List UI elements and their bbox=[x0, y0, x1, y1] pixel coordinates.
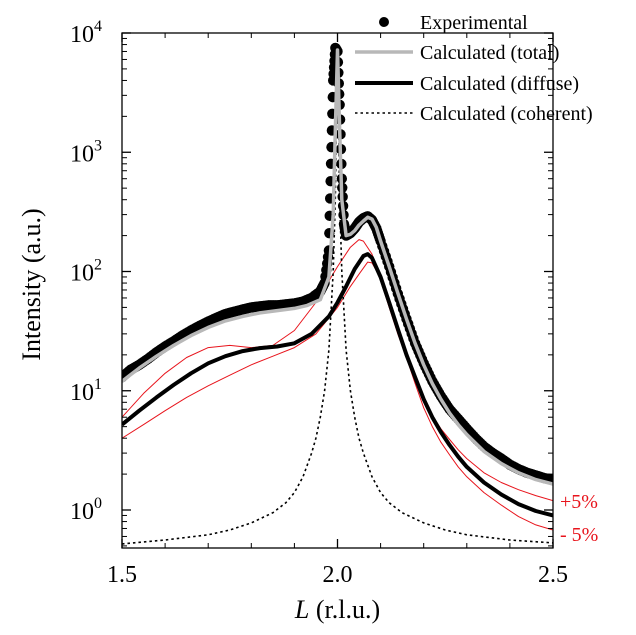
legend: Experimental Calculated (total) Calculated… bbox=[355, 12, 593, 125]
legend-marker-experimental bbox=[379, 17, 389, 27]
legend-label-experimental: Experimental bbox=[420, 12, 528, 34]
y-tick-label: 100 bbox=[70, 495, 102, 525]
x-tick-label: 2.0 bbox=[323, 562, 353, 588]
x-tick-label: 2.5 bbox=[538, 562, 568, 588]
annotation-5: +5% bbox=[560, 491, 598, 513]
series-calculated-diffuse-line bbox=[122, 252, 553, 518]
x-tick-label: 1.5 bbox=[107, 562, 137, 588]
y-tick-label: 102 bbox=[70, 257, 102, 287]
series-5-line bbox=[122, 239, 553, 502]
annotation-5: - 5% bbox=[560, 524, 598, 546]
legend-label-calculated-total: Calculated (total) bbox=[420, 42, 559, 64]
x-axis-label: L (r.l.u.) bbox=[294, 595, 380, 624]
axes-frame: 1.5 2.0 2.5 100 101 102 103 104 L (r.l.u.) Intens… bbox=[17, 18, 568, 624]
series-layer bbox=[122, 42, 553, 545]
y-axis-label: Intensity (a.u.) bbox=[17, 208, 46, 360]
legend-label-calculated-coherent: Calculated (coherent) bbox=[420, 103, 593, 125]
legend-label-calculated-diffuse: Calculated (diffuse) bbox=[420, 73, 579, 95]
y-tick-label: 104 bbox=[70, 18, 102, 48]
series-calculated-total-line bbox=[122, 48, 553, 486]
annotations: +5% - 5% bbox=[560, 491, 598, 546]
y-tick-label: 103 bbox=[70, 137, 102, 167]
y-tick-label: 101 bbox=[70, 376, 102, 406]
